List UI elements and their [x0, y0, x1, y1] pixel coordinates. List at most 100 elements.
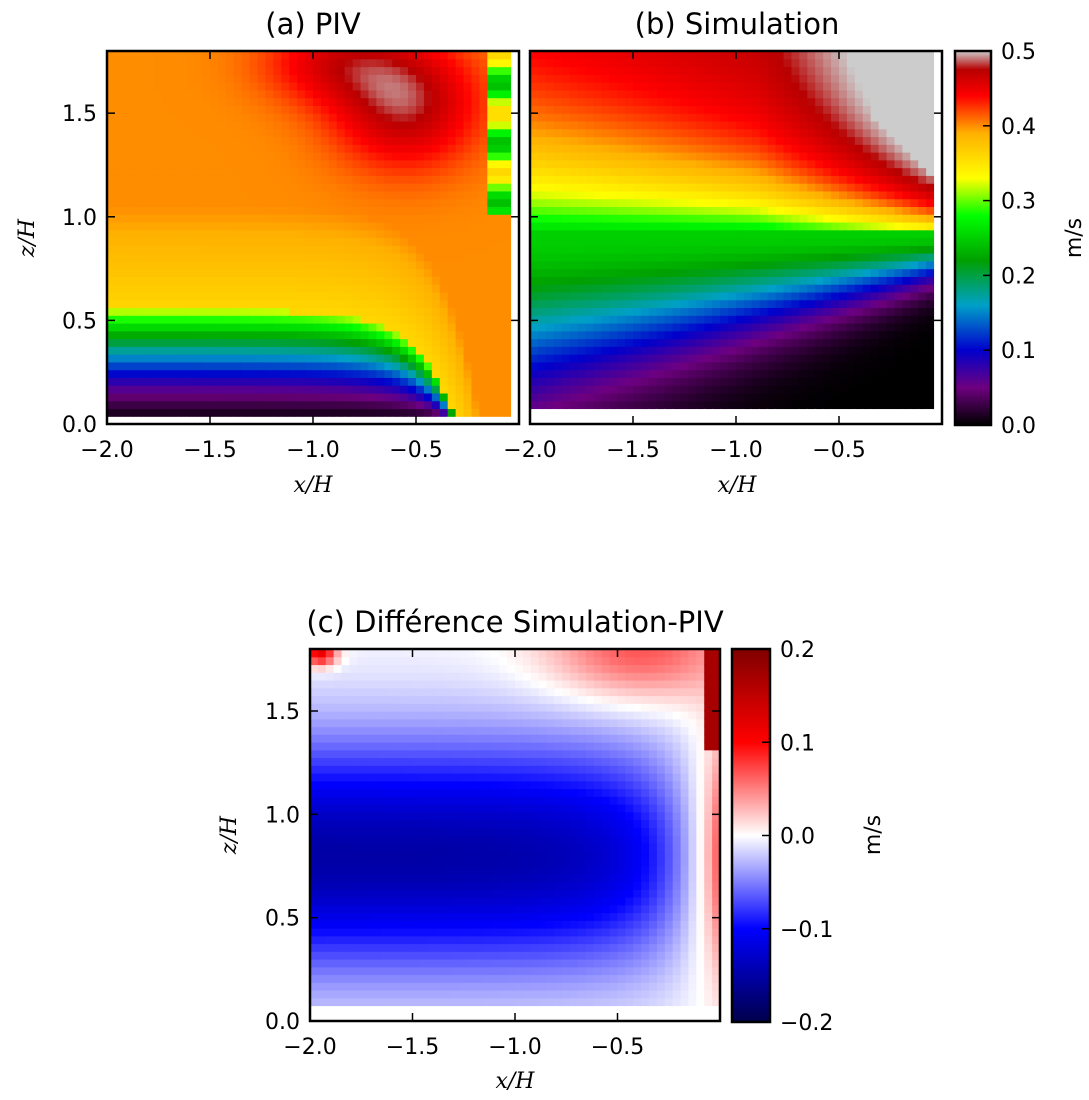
- heatmap-cell: [210, 377, 219, 386]
- heatmap-cell: [625, 315, 634, 324]
- heatmap-cell: [320, 167, 330, 176]
- heatmap-cell: [902, 245, 911, 254]
- heatmap-cell: [783, 245, 793, 254]
- heatmap-cell: [447, 214, 457, 223]
- heatmap-cell: [503, 416, 512, 424]
- heatmap-cell: [416, 105, 425, 114]
- heatmap-cell: [154, 136, 164, 145]
- heatmap-cell: [320, 136, 330, 145]
- heatmap-cell: [289, 299, 298, 309]
- heatmap-cell: [305, 400, 314, 410]
- heatmap-cell: [320, 183, 330, 192]
- heatmap-cell: [447, 128, 457, 138]
- heatmap-cell: [194, 245, 203, 254]
- heatmap-cell: [585, 315, 594, 324]
- heatmap-cell: [625, 175, 634, 184]
- heatmap-cell: [273, 284, 282, 293]
- heatmap-cell: [107, 400, 116, 410]
- heatmap-cell: [831, 214, 840, 223]
- heatmap-cell: [728, 346, 737, 355]
- heatmap-cell: [328, 105, 338, 114]
- heatmap-cell: [799, 307, 808, 316]
- heatmap-cell: [376, 338, 385, 347]
- heatmap-cell: [910, 58, 919, 68]
- heatmap-cell: [846, 354, 856, 363]
- heatmap-cell: [783, 400, 793, 410]
- heatmap-cell: [783, 190, 793, 200]
- heatmap-cell: [344, 167, 354, 176]
- heatmap-cell: [831, 346, 840, 355]
- heatmap-cell: [408, 245, 417, 254]
- heatmap-cell: [495, 136, 504, 145]
- heatmap-cell: [202, 198, 211, 208]
- heatmap-cell: [249, 105, 259, 114]
- heatmap-cell: [495, 315, 504, 324]
- heatmap-cell: [352, 322, 362, 332]
- heatmap-cell: [360, 66, 370, 75]
- heatmap-cell: [537, 66, 547, 75]
- heatmap-cell: [688, 214, 697, 223]
- heatmap-cell: [688, 206, 697, 215]
- heatmap-cell: [400, 159, 409, 169]
- heatmap-cell: [672, 291, 682, 301]
- heatmap-cell: [162, 291, 171, 301]
- heatmap-cell: [273, 58, 282, 68]
- heatmap-cell: [561, 268, 571, 277]
- heatmap-cell: [122, 152, 132, 161]
- heatmap-cell: [376, 58, 385, 68]
- heatmap-cell: [926, 144, 935, 153]
- heatmap-cell: [569, 175, 579, 184]
- heatmap-cell: [870, 229, 880, 239]
- heatmap-cell: [463, 97, 473, 106]
- heatmap-cell: [569, 97, 579, 106]
- heatmap-cell: [617, 392, 626, 402]
- heatmap-cell: [728, 214, 737, 223]
- heatmap-cell: [751, 89, 761, 99]
- heatmap-cell: [297, 175, 306, 184]
- heatmap-cell: [439, 105, 449, 114]
- heatmap-cell: [751, 159, 761, 169]
- heatmap-cell: [297, 377, 306, 386]
- heatmap-cell: [791, 190, 800, 200]
- heatmap-cell: [617, 385, 626, 394]
- heatmap-cell: [537, 159, 547, 169]
- heatmap-cell: [736, 307, 745, 316]
- heatmap-cell: [162, 89, 171, 99]
- heatmap-cell: [297, 221, 306, 231]
- heatmap-cell: [423, 245, 433, 254]
- heatmap-cell: [640, 268, 650, 277]
- heatmap-cell: [926, 58, 935, 68]
- heatmap-cell: [249, 299, 259, 309]
- heatmap-cell: [918, 369, 927, 378]
- heatmap-cell: [423, 198, 433, 208]
- heatmap-cell: [783, 392, 793, 402]
- heatmap-cell: [241, 346, 251, 355]
- heatmap-cell: [479, 221, 488, 231]
- heatmap-cell: [194, 120, 203, 130]
- heatmap-cell: [934, 190, 942, 200]
- heatmap-cell: [257, 229, 267, 239]
- heatmap-cell: [273, 369, 282, 378]
- heatmap-cell: [479, 408, 488, 417]
- heatmap-cell: [577, 354, 587, 363]
- heatmap-cell: [392, 167, 401, 176]
- heatmap-cell: [593, 120, 602, 130]
- heatmap-cell: [376, 260, 385, 270]
- heatmap-cell: [170, 253, 179, 262]
- heatmap-cell: [162, 346, 171, 355]
- heatmap-cell: [720, 51, 729, 60]
- heatmap-cell: [926, 82, 935, 91]
- heatmap-cell: [487, 408, 496, 417]
- heatmap-cell: [854, 299, 864, 309]
- heatmap-cell: [352, 260, 362, 270]
- heatmap-cell: [431, 221, 441, 231]
- heatmap-cell: [368, 105, 377, 114]
- heatmap-cell: [672, 89, 682, 99]
- heatmap-cell: [656, 89, 666, 99]
- heatmap-cell: [593, 322, 602, 332]
- heatmap-cell: [561, 159, 571, 169]
- heatmap-cell: [846, 284, 856, 293]
- heatmap-cell: [154, 260, 164, 270]
- heatmap-cell: [831, 392, 840, 402]
- heatmap-cell: [783, 221, 793, 231]
